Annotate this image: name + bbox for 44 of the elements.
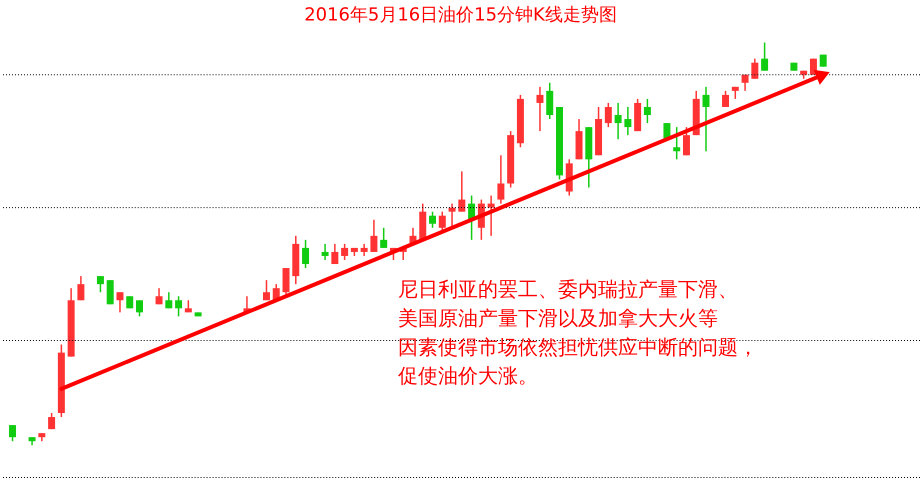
candlestick: [184, 300, 192, 314]
candlestick: [370, 218, 378, 253]
candlestick: [624, 106, 632, 136]
candlestick: [810, 58, 817, 76]
annotation: 因素使得市场依然担忧供应中断的问题，: [398, 334, 758, 359]
candlestick: [614, 102, 622, 140]
candlestick: [604, 102, 612, 128]
candlestick: [644, 98, 651, 124]
candlestick: [429, 210, 436, 229]
candlestick: [48, 412, 56, 430]
candlestick: [742, 74, 749, 92]
candlestick: [360, 243, 368, 257]
candlestick: [341, 243, 348, 261]
candlestick: [536, 86, 544, 132]
candlestick: [380, 227, 388, 249]
candlestick: [126, 295, 134, 310]
candlestick: [488, 194, 495, 237]
candlestick: [322, 243, 329, 261]
candlestick: [136, 300, 143, 318]
candlestick: [682, 126, 690, 156]
candlestick: [751, 58, 758, 80]
candlestick: [96, 275, 104, 293]
candlestick: [761, 42, 768, 72]
candlestick: [673, 126, 680, 160]
annotation: 尼日利亚的罢工、委内瑞拉产量下滑、: [398, 276, 738, 301]
candlestick: [331, 243, 338, 265]
candlestick: [438, 210, 446, 233]
candlestick: [458, 170, 466, 212]
chart-title: 2016年5月16日油价15分钟K线走势图: [304, 4, 617, 26]
annotation: 美国原油产量下滑以及加拿大大火等: [398, 306, 718, 330]
candlestick: [722, 90, 730, 108]
candlestick: [175, 295, 182, 318]
candlestick: [702, 86, 710, 152]
candlestick: [116, 291, 124, 314]
candlestick: [77, 275, 84, 302]
candlestick: [9, 424, 16, 442]
candlestick: [302, 239, 310, 269]
candlestick: [820, 54, 827, 68]
candlestick: [262, 279, 270, 302]
annotation: 促使油价大涨。: [398, 364, 538, 388]
candlestick: [165, 291, 172, 310]
candlestick: [732, 86, 739, 100]
candlestick: [156, 287, 163, 306]
candlestick: [497, 154, 504, 204]
